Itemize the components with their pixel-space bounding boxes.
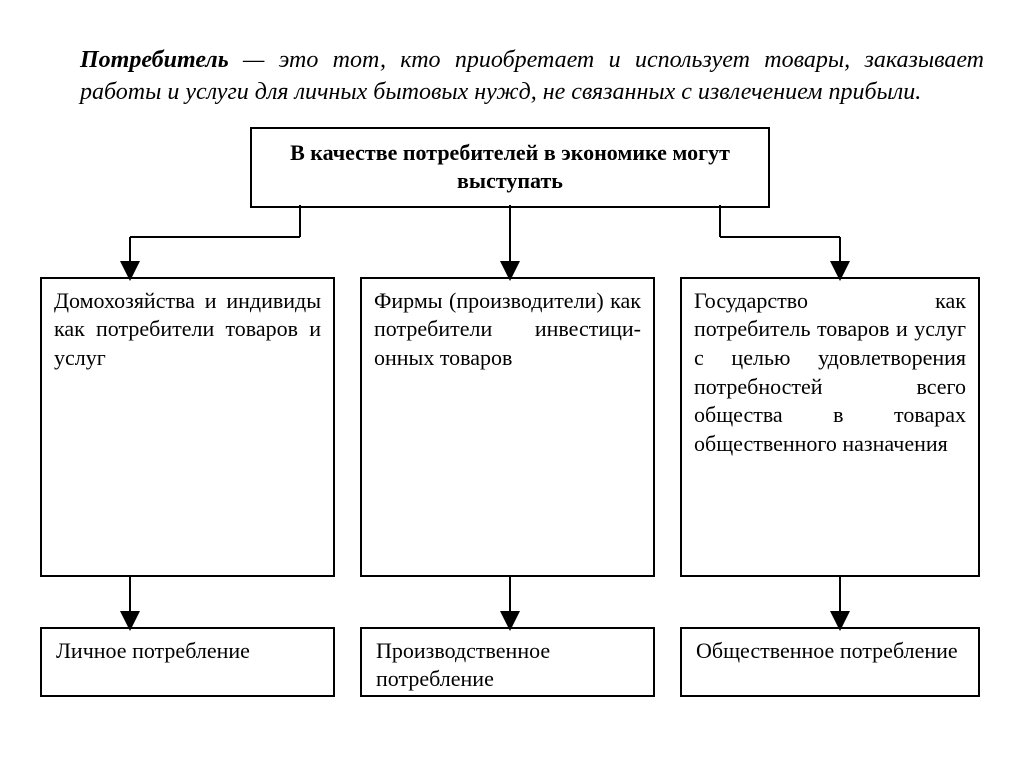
definition-term: Потребитель [80, 47, 229, 73]
bottom-box-public: Общественное потребление [680, 627, 980, 697]
consumer-diagram: В качестве потребителей в экономике могу… [40, 127, 984, 727]
diagram-header-box: В качестве потребителей в экономике могу… [250, 127, 770, 208]
mid-text-firms: Фирмы (произво­дители) как потре­бители … [374, 288, 641, 370]
bottom-box-production: Производственное потребление [360, 627, 655, 697]
mid-box-government: Государство как потребитель това­ров и у… [680, 277, 980, 577]
bottom-box-personal: Личное потребле­ние [40, 627, 335, 697]
mid-text-households: Домохозяйства и индивиды как пот­ребител… [54, 288, 321, 370]
mid-box-firms: Фирмы (произво­дители) как потре­бители … [360, 277, 655, 577]
bottom-text-personal: Личное потребле­ние [56, 638, 250, 663]
mid-box-households: Домохозяйства и индивиды как пот­ребител… [40, 277, 335, 577]
bottom-text-production: Производственное потребление [376, 638, 550, 692]
definition-paragraph: Потребитель — это тот, кто приобретает и… [40, 44, 984, 109]
diagram-header-text: В качестве потребителей в экономике могу… [290, 140, 730, 194]
bottom-text-public: Общественное потребление [696, 638, 958, 663]
mid-text-government: Государство как потребитель това­ров и у… [694, 288, 966, 456]
